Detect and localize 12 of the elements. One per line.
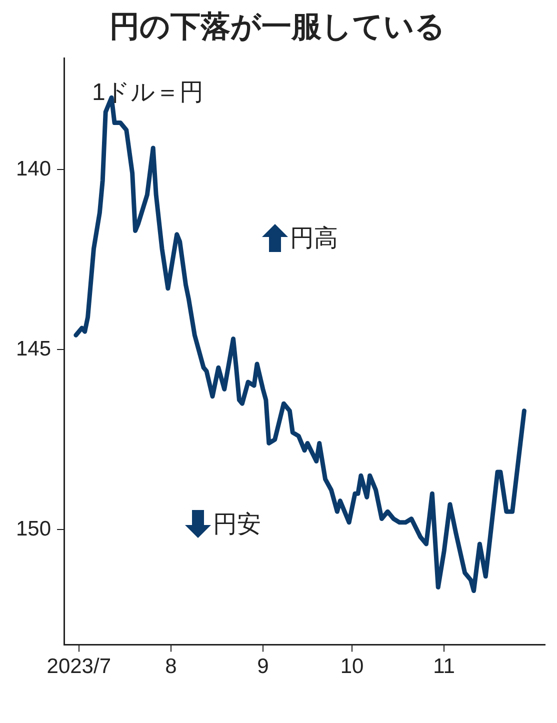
annotation: 1ドル＝円 <box>92 78 204 108</box>
chart-title: 円の下落が一服している <box>110 10 446 44</box>
x-tick-label: 2023/7 <box>46 655 111 678</box>
annotation: 円安 <box>213 510 261 540</box>
y-tick-label: 145 <box>16 337 52 360</box>
y-tick-label: 150 <box>16 517 52 540</box>
x-tick-label: 9 <box>257 655 269 678</box>
x-tick-label: 8 <box>165 655 177 678</box>
x-tick-label: 10 <box>340 655 364 678</box>
y-tick-label: 140 <box>16 157 52 180</box>
x-tick-label: 11 <box>433 655 455 678</box>
annotation: 円高 <box>290 224 338 254</box>
